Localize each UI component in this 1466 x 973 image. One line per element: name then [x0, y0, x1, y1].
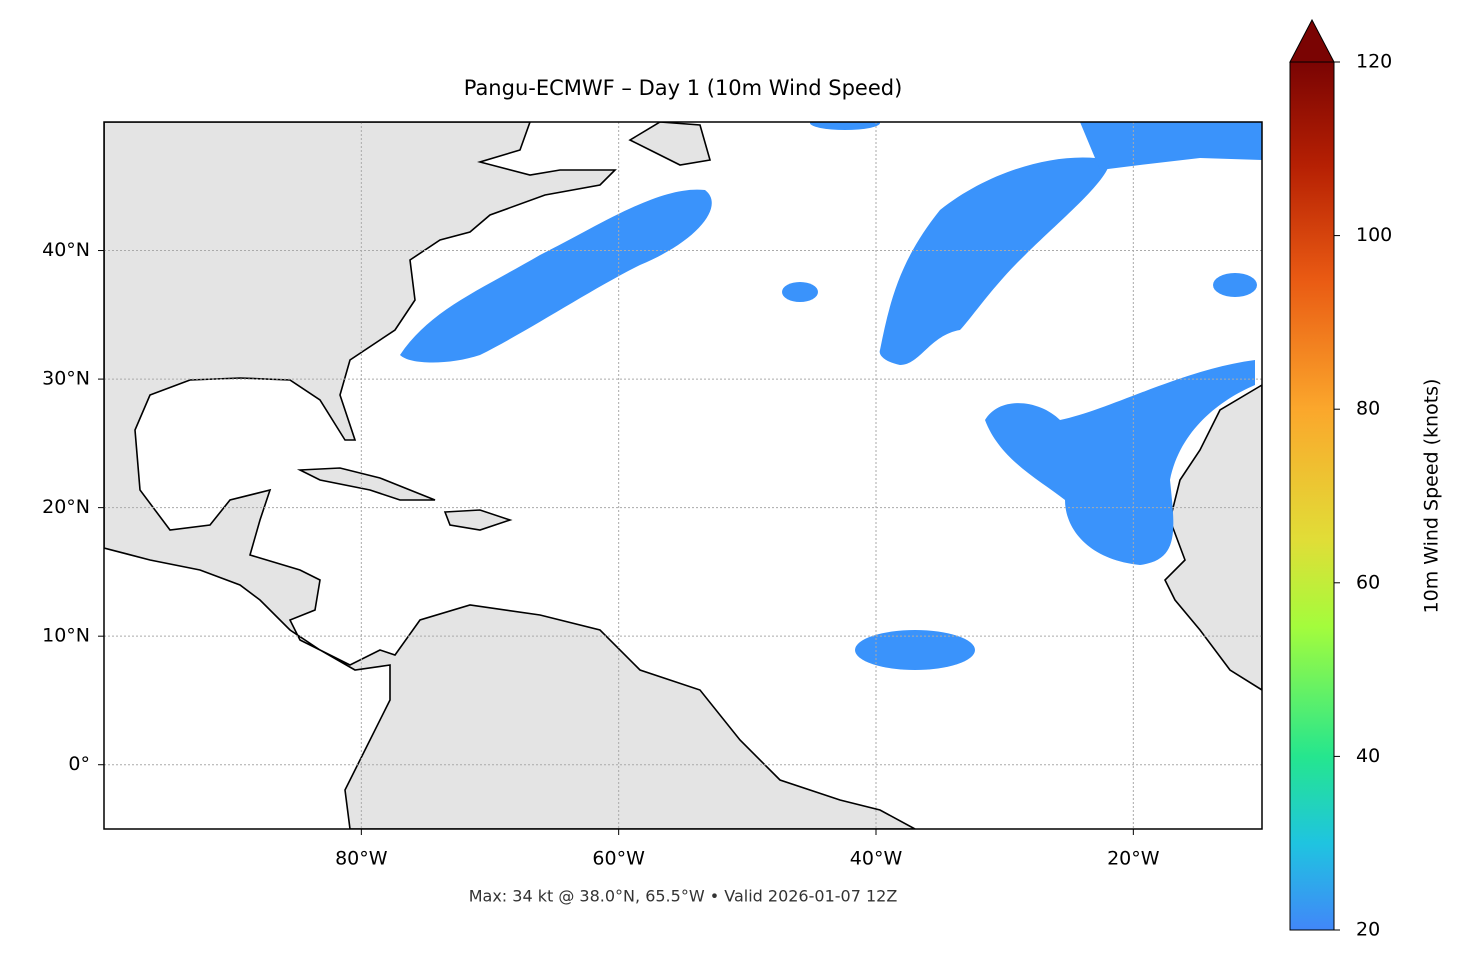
wind-swath — [855, 630, 975, 670]
wind-swath — [1080, 122, 1262, 170]
colorbar-tick-label: 100 — [1356, 224, 1392, 246]
chart-title: Pangu-ECMWF – Day 1 (10m Wind Speed) — [464, 76, 903, 100]
y-tick-label: 40°N — [42, 239, 90, 261]
colorbar — [1289, 61, 1335, 931]
wind-swath — [810, 122, 880, 130]
colorbar-tick-label: 60 — [1356, 571, 1380, 593]
wind-swath — [400, 189, 712, 363]
y-tick-label: 10°N — [42, 625, 90, 647]
axes-layer: 80°W 60°W 40°W 20°W 0° 10°N 20°N 30°N 40°N — [42, 122, 1262, 870]
y-tick-label: 30°N — [42, 368, 90, 390]
x-tick-label: 40°W — [850, 848, 903, 870]
x-tick-label: 80°W — [335, 848, 388, 870]
footer-annotation: Max: 34 kt @ 38.0°N, 65.5°W • Valid 2026… — [469, 887, 898, 906]
wind-swath — [782, 282, 818, 302]
americas — [104, 122, 916, 829]
map-frame — [103, 121, 1263, 830]
africa — [1164, 384, 1262, 691]
cuba — [296, 467, 436, 501]
map-layer — [104, 122, 1262, 829]
colorbar-tick-label: 120 — [1356, 51, 1392, 73]
colorbar-extend — [1289, 18, 1335, 63]
wind-swath — [1213, 273, 1257, 297]
colorbar-tick-label: 80 — [1356, 398, 1380, 420]
x-tick-label: 60°W — [592, 848, 645, 870]
wind-swath — [879, 157, 1110, 365]
wind-swath — [985, 360, 1255, 565]
y-tick-label: 20°N — [42, 496, 90, 518]
colorbar-label: 10m Wind Speed (knots) — [1421, 379, 1443, 614]
newfoundland — [628, 122, 712, 166]
colorbar-tick-label: 20 — [1356, 919, 1380, 941]
y-tick-label: 0° — [68, 753, 90, 775]
hispaniola — [443, 509, 513, 531]
colorbar-tick-label: 40 — [1356, 745, 1380, 767]
x-tick-label: 20°W — [1107, 848, 1160, 870]
